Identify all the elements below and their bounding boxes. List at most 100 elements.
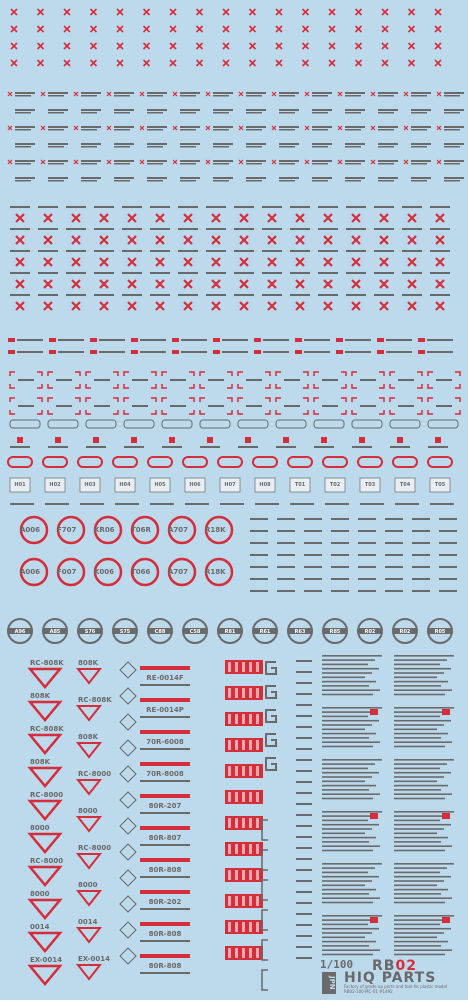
text-strip [246,129,262,131]
text-strip [358,542,376,544]
text-strip [140,876,190,878]
x-mark [239,301,249,311]
spec-line [322,811,382,813]
text-strip [262,272,282,274]
spec-line [322,867,375,869]
x-mark [435,235,445,245]
text-strip [290,206,310,208]
stripe [256,662,259,672]
text-strip [246,180,262,182]
x-mark [267,279,277,289]
diamond-mark [119,765,137,783]
stripe [235,870,238,880]
text-strip [378,129,394,131]
spec-line [322,784,376,787]
x-mark [63,25,71,33]
text-strip [180,180,196,182]
ring-code-label: A006 [20,526,40,534]
text-strip [213,92,233,94]
text-strip [180,143,200,145]
text-strip [296,704,312,706]
stripe [242,948,245,958]
bracket-frame [123,397,157,415]
bracket-line [261,969,268,991]
spec-line [322,940,376,943]
stripe [242,740,245,750]
text-strip [444,146,460,148]
brand-sku: RB02-100-MC-01 #1492 [344,989,393,994]
text-strip [277,578,295,580]
text-strip [411,92,431,94]
text-strip [318,294,338,296]
round-badge-label: C58 [190,629,201,635]
x-mark [238,91,244,97]
text-strip [147,180,163,182]
red-bar [49,338,56,342]
text-strip [439,566,457,568]
small-tag-box [114,477,136,493]
stripe [249,922,252,932]
text-strip [114,109,134,111]
hex-badge [252,456,278,468]
box-code-label: RE-0014P [146,706,184,714]
stripe [256,714,259,724]
triangle-code-label: EX-0014 [78,955,110,963]
spec-line [394,763,447,765]
x-mark [407,213,417,223]
x-mark [271,159,277,165]
text-strip [444,126,464,128]
red-bar [172,350,179,354]
red-triangle [27,766,63,788]
x-mark [222,25,230,33]
x-mark [211,257,221,267]
spec-line [394,841,441,843]
text-strip [385,554,403,556]
x-mark [239,213,249,223]
spec-line [322,823,379,826]
x-mark [403,159,409,165]
stripe [235,896,238,906]
text-strip [48,177,68,179]
x-mark [328,42,336,50]
spec-line [322,659,375,661]
text-strip [234,294,254,296]
spec-line [394,915,454,917]
red-ring [19,557,49,587]
x-mark [205,159,211,165]
text-strip [178,294,198,296]
red-bar [140,794,190,798]
x-mark [301,42,310,50]
text-strip [385,518,403,520]
text-strip [345,180,361,182]
spec-line [394,707,454,709]
text-strip [150,272,170,274]
x-mark [435,213,445,223]
bracket-frame [161,371,195,389]
round-badge-label: R05 [435,629,446,635]
text-strip [132,405,148,407]
text-strip [358,518,376,520]
text-strip [312,160,332,162]
text-strip [263,339,289,341]
x-mark [295,301,305,311]
x-mark [73,125,79,131]
text-strip [147,146,163,148]
ring-code-label: F007 [57,568,77,576]
x-mark [248,25,257,33]
text-strip [346,272,366,274]
stripe [256,948,259,958]
stripe [242,870,245,880]
text-strip [262,228,282,230]
triangle-code-label: EX-0014 [30,956,62,964]
text-strip [180,177,200,179]
text-strip [430,250,450,252]
text-strip [312,92,332,94]
red-bar [90,338,97,342]
small-tag-box [79,477,101,493]
stripe [256,922,259,932]
spec-line [322,849,373,852]
brand-tagline: Factory of grade up parts and tool for p… [344,984,448,989]
text-strip [56,379,72,381]
text-strip [162,446,182,448]
text-strip [290,250,310,252]
